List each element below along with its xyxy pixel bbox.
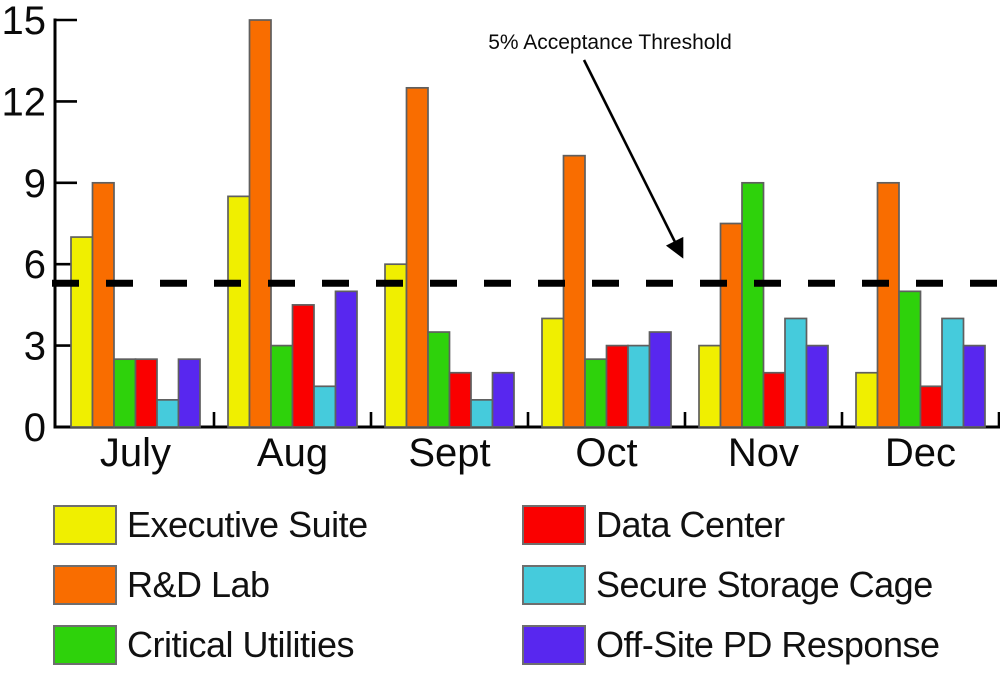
bar [584,358,608,428]
bar [491,371,515,428]
annotation-arrow [582,59,684,259]
x-category-label: July [100,431,171,475]
bar [605,344,629,428]
bar [91,181,115,428]
chart-layer: 0 3 6 9 12 15 July Aug Sept Oct Nov Dec [2,0,1000,475]
threshold-annotation: 5% Acceptance Threshold [488,31,732,54]
bar [70,236,94,428]
bar [156,399,180,428]
bar [448,371,472,428]
bar [805,344,829,428]
legend-item-rd-lab: R&D Lab [53,564,270,605]
legend-swatch-data-center [522,505,586,545]
bar [177,358,201,428]
y-tick-label: 6 [24,243,46,287]
legend-label-off-site-pd-response: Off-Site PD Response [596,624,940,665]
legend-swatch-critical-utilities [53,625,117,665]
bar [698,344,722,428]
legend-swatch-secure-storage-cage [522,565,586,605]
bar [541,317,565,428]
bar [784,317,808,428]
legend-item-data-center: Data Center [522,504,785,545]
bar [113,358,137,428]
bar [470,399,494,428]
bar [762,371,786,428]
bar [741,181,765,428]
bar [334,290,358,428]
legend-item-critical-utilities: Critical Utilities [53,624,355,665]
bar [876,181,900,428]
bar [313,385,337,428]
legend-swatch-off-site-pd-response [522,625,586,665]
x-category-label: Sept [408,431,490,475]
bar [562,154,586,428]
x-category-label: Nov [728,431,799,475]
legend-item-executive-suite: Executive Suite [53,504,368,545]
y-tick-label: 0 [24,406,46,450]
y-tick-label: 12 [2,80,47,124]
legend-label-rd-lab: R&D Lab [127,564,270,605]
bar-chart: 0 3 6 9 12 15 July Aug Sept Oct Nov Dec 5% Acceptan… [2,0,1000,475]
legend-item-off-site-pd-response: Off-Site PD Response [522,624,940,665]
legend-label-critical-utilities: Critical Utilities [127,624,355,665]
legend-label-data-center: Data Center [596,504,785,545]
bar [627,344,651,428]
bar [648,331,672,428]
y-tick-label: 9 [24,162,46,206]
x-category-label: Oct [575,431,637,475]
bar [405,86,429,428]
bar [427,331,451,428]
bar [855,371,879,428]
x-category-label: Aug [257,431,328,475]
legend-swatch-rd-lab [53,565,117,605]
legend-swatch-executive-suite [53,505,117,545]
x-category-label: Dec [885,431,956,475]
bar [134,358,158,428]
bar [248,19,272,428]
legend-item-secure-storage-cage: Secure Storage Cage [522,564,933,605]
bar [270,344,294,428]
bar [227,195,251,428]
bar [719,222,743,428]
legend-label-secure-storage-cage: Secure Storage Cage [596,564,933,605]
bar [384,263,408,428]
bar [962,344,986,428]
y-tick-label: 3 [24,325,46,369]
bar [291,304,315,428]
bar [898,290,922,428]
bar [941,317,965,428]
bar [919,385,943,428]
y-tick-label: 15 [2,0,47,43]
legend-label-executive-suite: Executive Suite [127,504,368,545]
